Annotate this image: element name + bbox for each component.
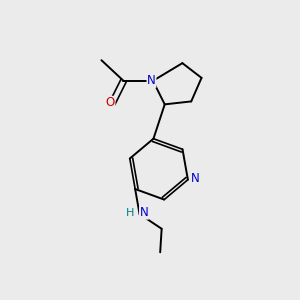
Text: O: O <box>106 96 115 110</box>
Text: N: N <box>191 172 200 185</box>
Text: H: H <box>126 208 134 218</box>
Text: N: N <box>140 206 148 219</box>
Text: N: N <box>147 74 156 87</box>
